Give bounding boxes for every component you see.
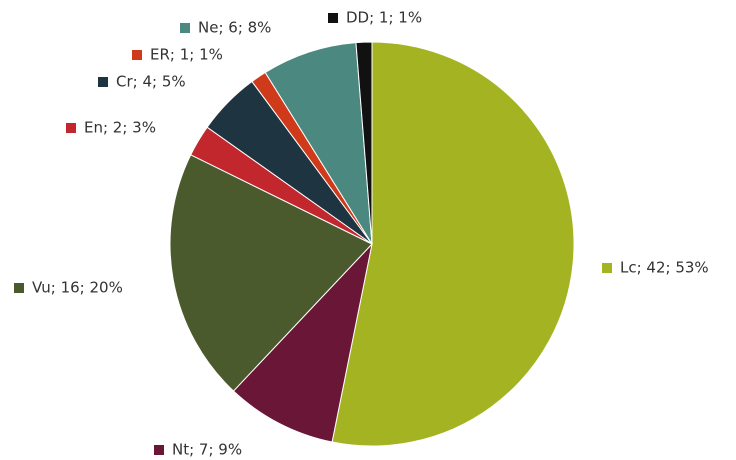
label-marker: [328, 13, 338, 23]
data-label: Ne; 6; 8%: [198, 19, 271, 37]
label-marker: [98, 77, 108, 87]
label-marker: [602, 263, 612, 273]
data-label: ER; 1; 1%: [150, 46, 223, 64]
pie-slice: [264, 42, 373, 245]
data-label: Cr; 4; 5%: [116, 73, 186, 91]
label-marker: [180, 23, 190, 33]
data-label: Vu; 16; 20%: [32, 279, 123, 297]
data-label: Nt; 7; 9%: [172, 441, 242, 459]
pie-slice: [169, 154, 373, 392]
label-marker: [66, 123, 76, 133]
pie-slice: [355, 41, 373, 245]
label-marker: [132, 50, 142, 60]
label-marker: [14, 283, 24, 293]
data-label: En; 2; 3%: [84, 119, 156, 137]
label-marker: [154, 445, 164, 455]
pie-slice: [232, 242, 373, 443]
data-label: DD; 1; 1%: [346, 9, 422, 27]
data-label: Lc; 42; 53%: [620, 259, 709, 277]
pie-slice: [331, 41, 575, 447]
